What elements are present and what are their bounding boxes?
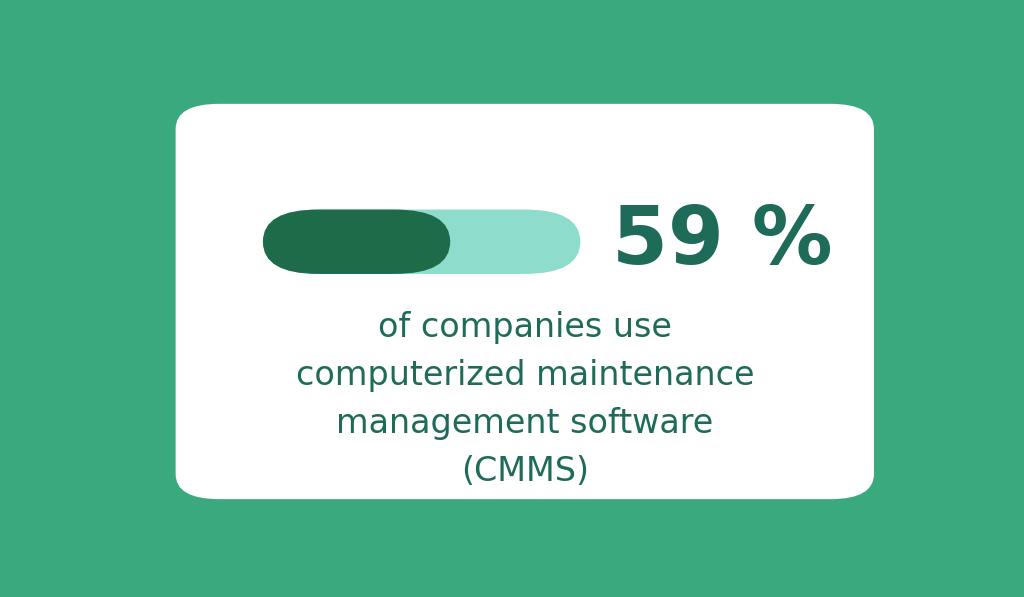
- Text: computerized maintenance: computerized maintenance: [296, 359, 754, 392]
- FancyBboxPatch shape: [263, 210, 581, 274]
- Text: 59 %: 59 %: [612, 203, 833, 281]
- Text: (CMMS): (CMMS): [461, 456, 589, 488]
- FancyBboxPatch shape: [263, 210, 451, 274]
- Text: of companies use: of companies use: [378, 310, 672, 344]
- FancyBboxPatch shape: [176, 104, 873, 499]
- Text: management software: management software: [336, 407, 714, 440]
